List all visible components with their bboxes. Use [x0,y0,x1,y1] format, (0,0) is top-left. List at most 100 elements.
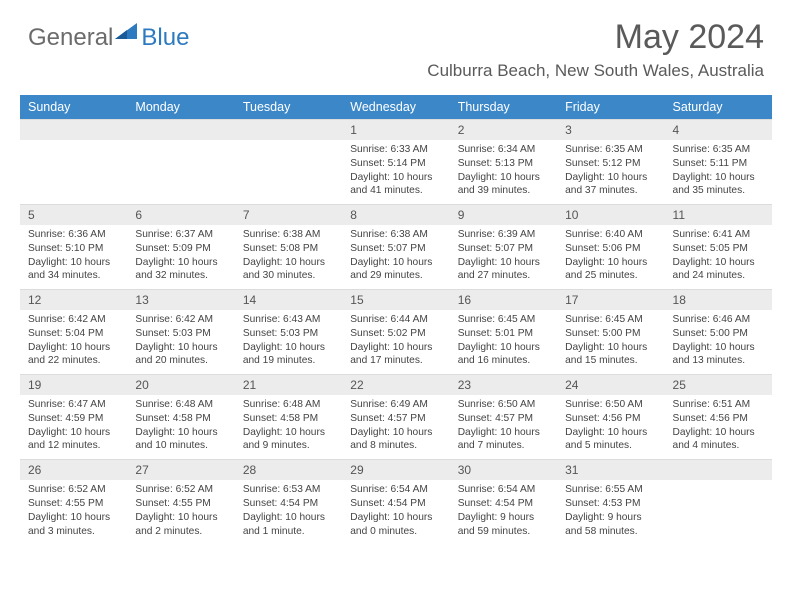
calendar-cell: 17Sunrise: 6:45 AMSunset: 5:00 PMDayligh… [557,289,664,374]
calendar-cell: 29Sunrise: 6:54 AMSunset: 4:54 PMDayligh… [342,459,449,544]
day-number: 2 [450,119,557,140]
day-body-empty [665,480,772,538]
day-number: 14 [235,289,342,310]
day-number-empty [20,119,127,140]
weekday-header: Wednesday [342,95,449,119]
calendar-cell: 20Sunrise: 6:48 AMSunset: 4:58 PMDayligh… [127,374,234,459]
calendar-cell: 30Sunrise: 6:54 AMSunset: 4:54 PMDayligh… [450,459,557,544]
day-body: Sunrise: 6:38 AMSunset: 5:07 PMDaylight:… [342,225,449,289]
day-number: 28 [235,459,342,480]
calendar-cell: 7Sunrise: 6:38 AMSunset: 5:08 PMDaylight… [235,204,342,289]
location-text: Culburra Beach, New South Wales, Austral… [427,61,764,81]
day-body: Sunrise: 6:44 AMSunset: 5:02 PMDaylight:… [342,310,449,374]
calendar-cell: 1Sunrise: 6:33 AMSunset: 5:14 PMDaylight… [342,119,449,204]
day-number: 23 [450,374,557,395]
weekday-header: Monday [127,95,234,119]
calendar-cell: 6Sunrise: 6:37 AMSunset: 5:09 PMDaylight… [127,204,234,289]
calendar-cell: 12Sunrise: 6:42 AMSunset: 5:04 PMDayligh… [20,289,127,374]
calendar-cell: 11Sunrise: 6:41 AMSunset: 5:05 PMDayligh… [665,204,772,289]
day-number: 31 [557,459,664,480]
calendar-cell: 19Sunrise: 6:47 AMSunset: 4:59 PMDayligh… [20,374,127,459]
day-number-empty [127,119,234,140]
calendar-cell: 22Sunrise: 6:49 AMSunset: 4:57 PMDayligh… [342,374,449,459]
day-body: Sunrise: 6:52 AMSunset: 4:55 PMDaylight:… [20,480,127,544]
calendar-cell: 4Sunrise: 6:35 AMSunset: 5:11 PMDaylight… [665,119,772,204]
day-number: 9 [450,204,557,225]
day-body: Sunrise: 6:45 AMSunset: 5:00 PMDaylight:… [557,310,664,374]
calendar-cell: 23Sunrise: 6:50 AMSunset: 4:57 PMDayligh… [450,374,557,459]
calendar-row: 5Sunrise: 6:36 AMSunset: 5:10 PMDaylight… [20,204,772,289]
day-body: Sunrise: 6:34 AMSunset: 5:13 PMDaylight:… [450,140,557,204]
day-body: Sunrise: 6:52 AMSunset: 4:55 PMDaylight:… [127,480,234,544]
day-body: Sunrise: 6:53 AMSunset: 4:54 PMDaylight:… [235,480,342,544]
day-number: 4 [665,119,772,140]
calendar-header-row: SundayMondayTuesdayWednesdayThursdayFrid… [20,95,772,119]
day-body: Sunrise: 6:49 AMSunset: 4:57 PMDaylight:… [342,395,449,459]
title-block: May 2024 Culburra Beach, New South Wales… [427,18,764,81]
logo-sail-icon [113,21,139,41]
day-body: Sunrise: 6:41 AMSunset: 5:05 PMDaylight:… [665,225,772,289]
day-body: Sunrise: 6:35 AMSunset: 5:11 PMDaylight:… [665,140,772,204]
day-body: Sunrise: 6:43 AMSunset: 5:03 PMDaylight:… [235,310,342,374]
weekday-header: Sunday [20,95,127,119]
day-body: Sunrise: 6:48 AMSunset: 4:58 PMDaylight:… [127,395,234,459]
day-number-empty [665,459,772,480]
calendar-cell: 26Sunrise: 6:52 AMSunset: 4:55 PMDayligh… [20,459,127,544]
day-number: 16 [450,289,557,310]
calendar-body: 1Sunrise: 6:33 AMSunset: 5:14 PMDaylight… [20,119,772,544]
day-body: Sunrise: 6:50 AMSunset: 4:57 PMDaylight:… [450,395,557,459]
calendar-row: 19Sunrise: 6:47 AMSunset: 4:59 PMDayligh… [20,374,772,459]
day-number: 17 [557,289,664,310]
day-body: Sunrise: 6:48 AMSunset: 4:58 PMDaylight:… [235,395,342,459]
day-body: Sunrise: 6:51 AMSunset: 4:56 PMDaylight:… [665,395,772,459]
day-body: Sunrise: 6:45 AMSunset: 5:01 PMDaylight:… [450,310,557,374]
day-body: Sunrise: 6:35 AMSunset: 5:12 PMDaylight:… [557,140,664,204]
calendar-cell: 14Sunrise: 6:43 AMSunset: 5:03 PMDayligh… [235,289,342,374]
calendar-table: SundayMondayTuesdayWednesdayThursdayFrid… [20,95,772,544]
calendar-cell: 15Sunrise: 6:44 AMSunset: 5:02 PMDayligh… [342,289,449,374]
calendar-cell: 13Sunrise: 6:42 AMSunset: 5:03 PMDayligh… [127,289,234,374]
day-number: 10 [557,204,664,225]
day-body: Sunrise: 6:40 AMSunset: 5:06 PMDaylight:… [557,225,664,289]
calendar-cell: 28Sunrise: 6:53 AMSunset: 4:54 PMDayligh… [235,459,342,544]
day-number: 29 [342,459,449,480]
day-number: 30 [450,459,557,480]
day-number-empty [235,119,342,140]
calendar-cell: 27Sunrise: 6:52 AMSunset: 4:55 PMDayligh… [127,459,234,544]
calendar-cell: 21Sunrise: 6:48 AMSunset: 4:58 PMDayligh… [235,374,342,459]
day-number: 26 [20,459,127,480]
calendar-row: 1Sunrise: 6:33 AMSunset: 5:14 PMDaylight… [20,119,772,204]
day-body: Sunrise: 6:42 AMSunset: 5:03 PMDaylight:… [127,310,234,374]
day-number: 27 [127,459,234,480]
month-title: May 2024 [427,18,764,57]
day-body: Sunrise: 6:33 AMSunset: 5:14 PMDaylight:… [342,140,449,204]
day-body: Sunrise: 6:47 AMSunset: 4:59 PMDaylight:… [20,395,127,459]
day-number: 6 [127,204,234,225]
day-body-empty [235,140,342,198]
calendar-cell: 16Sunrise: 6:45 AMSunset: 5:01 PMDayligh… [450,289,557,374]
calendar-cell: 9Sunrise: 6:39 AMSunset: 5:07 PMDaylight… [450,204,557,289]
weekday-header: Thursday [450,95,557,119]
weekday-header: Tuesday [235,95,342,119]
day-number: 15 [342,289,449,310]
day-number: 13 [127,289,234,310]
calendar-cell [127,119,234,204]
day-number: 1 [342,119,449,140]
day-number: 21 [235,374,342,395]
day-body: Sunrise: 6:55 AMSunset: 4:53 PMDaylight:… [557,480,664,544]
weekday-header: Friday [557,95,664,119]
day-number: 18 [665,289,772,310]
calendar-cell: 8Sunrise: 6:38 AMSunset: 5:07 PMDaylight… [342,204,449,289]
calendar-cell: 18Sunrise: 6:46 AMSunset: 5:00 PMDayligh… [665,289,772,374]
calendar-cell: 5Sunrise: 6:36 AMSunset: 5:10 PMDaylight… [20,204,127,289]
calendar-cell [665,459,772,544]
day-number: 5 [20,204,127,225]
calendar-cell [20,119,127,204]
logo: General Blue [28,24,189,52]
day-body-empty [127,140,234,198]
day-body: Sunrise: 6:46 AMSunset: 5:00 PMDaylight:… [665,310,772,374]
day-body-empty [20,140,127,198]
day-number: 19 [20,374,127,395]
calendar-cell: 10Sunrise: 6:40 AMSunset: 5:06 PMDayligh… [557,204,664,289]
day-body: Sunrise: 6:38 AMSunset: 5:08 PMDaylight:… [235,225,342,289]
